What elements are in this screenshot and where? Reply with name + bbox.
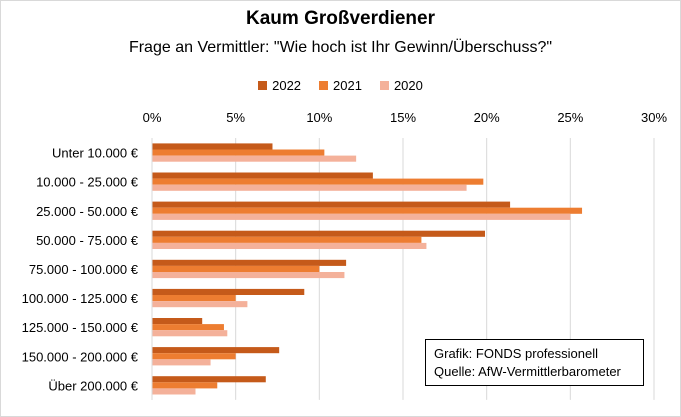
bar-2021 [152,353,236,360]
x-tick-label: 25% [557,110,583,125]
bar-2020 [152,184,467,191]
bar-2021 [152,295,236,302]
x-tick-label: 10% [306,110,332,125]
legend-item-2021: 2021 [319,78,362,93]
legend-swatch-2020 [379,81,389,90]
source-credit-graphic: Grafik: FONDS professionell [434,346,598,361]
category-label: Über 200.000 € [48,378,138,393]
bar-2020 [152,242,427,249]
bar-2022 [152,230,485,237]
bar-2021 [152,207,583,214]
bar-2021 [152,382,218,389]
legend-label-2022: 2022 [272,78,302,93]
category-label: Unter 10.000 € [52,146,139,161]
x-tick-label: 0% [143,110,162,125]
bar-2022 [152,201,511,208]
bar-2021 [152,324,224,331]
legend-label-2020: 2020 [393,78,423,93]
bar-2022 [152,347,280,354]
category-label: 10.000 - 25.000 € [36,175,139,190]
legend: 2022 2021 2020 [0,78,681,93]
bar-2020 [152,359,211,366]
legend-item-2020: 2020 [379,78,423,93]
legend-swatch-2021 [319,81,329,90]
bar-2022 [152,259,347,266]
category-label: 125.000 - 150.000 € [22,320,139,335]
bar-2020 [152,301,248,308]
bar-2022 [152,318,203,325]
category-label: 75.000 - 100.000 € [29,262,139,277]
chart-subtitle: Frage an Vermittler: "Wie hoch ist Ihr G… [128,39,553,56]
x-tick-label: 5% [226,110,245,125]
bar-2021 [152,178,484,185]
bar-2020 [152,272,345,279]
bar-2022 [152,172,373,179]
bar-2022 [152,376,266,383]
bar-2021 [152,149,325,156]
source-box: Grafik: FONDS professionell Quelle: AfW-… [425,339,644,386]
bar-2020 [152,330,228,337]
bar-2021 [152,265,320,272]
source-credit-source: Quelle: AfW-Vermittlerbarometer [434,364,621,379]
legend-item-2022: 2022 [258,78,301,93]
legend-label-2021: 2021 [333,78,362,93]
chart-title: Kaum Großverdiener [246,8,435,29]
x-tick-label: 30% [641,110,667,125]
bar-2022 [152,288,305,295]
x-tick-label: 15% [390,110,416,125]
bar-2020 [152,388,196,395]
category-label: 100.000 - 125.000 € [22,291,139,306]
category-label: 25.000 - 50.000 € [36,204,139,219]
bar-2022 [152,143,273,150]
legend-swatch-2022 [258,81,268,90]
bar-2020 [152,213,571,220]
category-label: 150.000 - 200.000 € [22,349,139,364]
category-label: 50.000 - 75.000 € [36,233,139,248]
bar-2021 [152,236,422,243]
x-tick-label: 20% [474,110,500,125]
bar-2020 [152,155,357,162]
